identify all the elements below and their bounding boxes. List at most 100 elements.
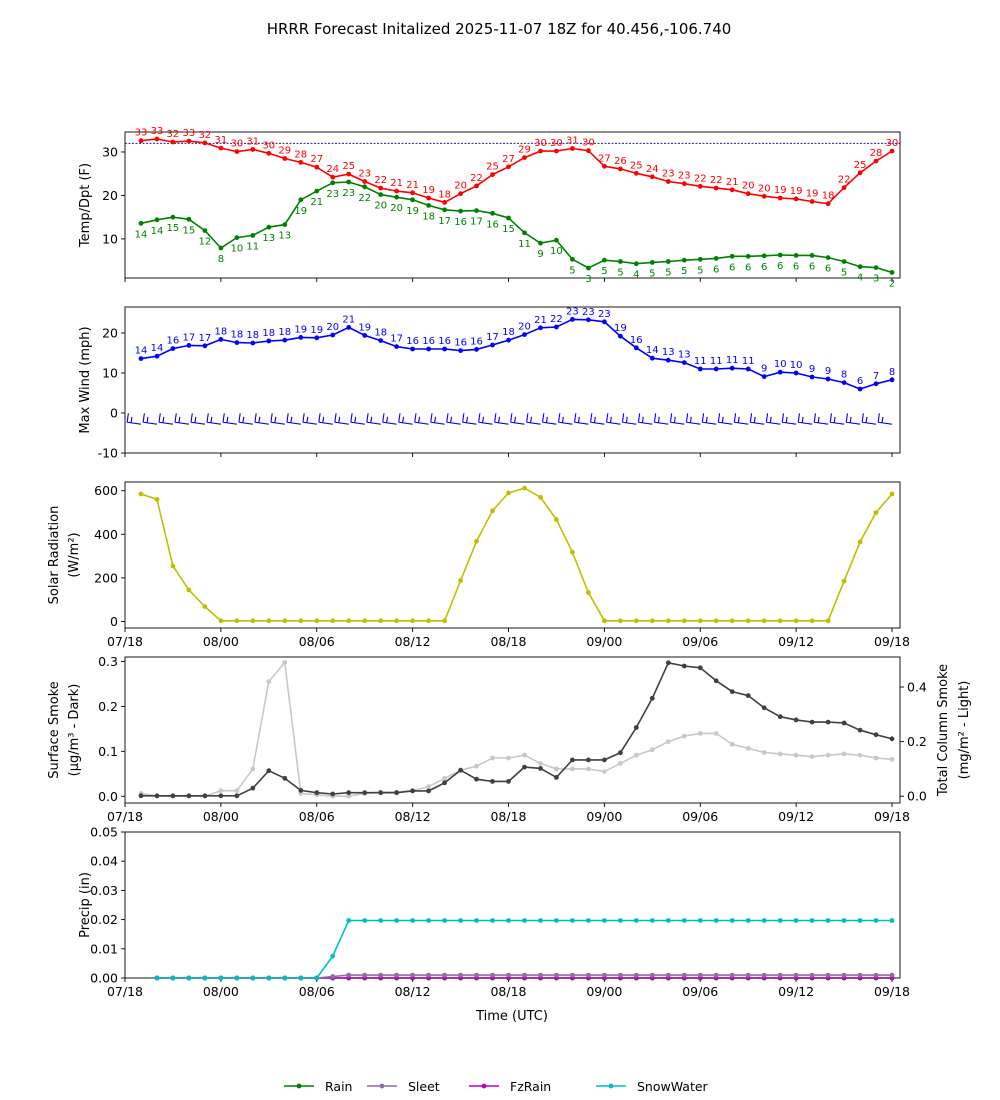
y-axis-units: (W/m²) <box>67 532 82 577</box>
data-point <box>218 337 224 342</box>
data-point <box>362 972 368 978</box>
data-point <box>857 170 863 176</box>
data-label: 27 <box>502 154 515 165</box>
data-label: 11 <box>246 241 259 252</box>
data-point <box>154 217 160 223</box>
data-point <box>186 343 192 348</box>
data-point <box>282 660 288 665</box>
data-label: 32 <box>167 129 180 140</box>
data-point <box>554 775 559 780</box>
data-point <box>793 370 799 376</box>
data-label: 9 <box>537 249 543 260</box>
data-point <box>186 587 192 593</box>
data-point <box>426 972 431 978</box>
wind-barb <box>382 413 397 425</box>
data-point <box>490 508 495 514</box>
data-point <box>793 752 799 758</box>
wind-barb <box>813 413 829 425</box>
data-point <box>649 918 655 923</box>
data-point <box>250 147 256 152</box>
data-point <box>857 264 863 270</box>
x-tick-label: 07/18 <box>107 809 143 824</box>
data-point <box>841 918 847 923</box>
x-tick-label: 09/06 <box>682 809 718 824</box>
data-label: 33 <box>151 126 164 137</box>
data-point <box>697 183 703 189</box>
y-tick-label: 20 <box>102 188 118 203</box>
data-point <box>234 340 240 345</box>
data-point <box>522 764 527 770</box>
panel-frame <box>124 656 901 804</box>
data-point <box>138 491 144 497</box>
data-point <box>266 224 272 230</box>
data-label: 22 <box>470 173 483 184</box>
data-point <box>346 790 352 796</box>
data-label: 13 <box>262 233 275 244</box>
chart-title: HRRR Forecast Initalized 2025-11-07 18Z … <box>267 20 732 38</box>
wind-barb <box>605 413 621 425</box>
data-point <box>154 136 160 142</box>
data-label: 30 <box>231 139 244 150</box>
data-point <box>697 918 703 923</box>
y-right-axis-title: Total Column Smoke <box>936 664 951 797</box>
data-label: 29 <box>518 145 531 156</box>
data-point <box>426 195 431 201</box>
wind-barb <box>158 413 173 425</box>
data-point <box>266 338 272 344</box>
data-point <box>586 918 591 923</box>
data-point <box>809 374 815 380</box>
data-label: 14 <box>646 345 659 356</box>
data-label: 10 <box>550 246 563 257</box>
data-point <box>522 752 527 758</box>
data-point <box>761 193 767 199</box>
data-point <box>633 261 639 267</box>
data-point <box>218 618 224 624</box>
y-axis-title: Solar Radiation <box>47 506 62 605</box>
data-label: 15 <box>502 224 515 235</box>
data-label: 6 <box>809 261 815 272</box>
data-point <box>378 618 384 624</box>
data-label: 5 <box>649 268 655 279</box>
x-tick-label: 08/12 <box>395 809 431 824</box>
data-point <box>618 333 623 339</box>
data-point <box>490 342 495 348</box>
data-label: 25 <box>486 162 499 173</box>
data-point <box>410 918 415 923</box>
data-point <box>857 539 863 545</box>
data-point <box>586 766 591 772</box>
wind-barb <box>749 413 765 425</box>
data-point <box>378 972 384 978</box>
data-label: 10 <box>231 244 244 255</box>
data-point <box>729 918 735 923</box>
data-point <box>186 975 192 981</box>
data-point <box>857 918 863 923</box>
data-point <box>777 369 783 375</box>
data-point <box>442 207 447 213</box>
data-point <box>697 665 703 671</box>
data-point <box>889 377 895 383</box>
data-label: 28 <box>294 149 307 160</box>
data-point <box>458 208 463 214</box>
data-point <box>442 776 447 781</box>
data-point <box>506 490 511 496</box>
data-point <box>250 618 256 624</box>
data-point <box>458 348 463 353</box>
data-point <box>841 972 847 978</box>
data-label: 5 <box>681 266 687 277</box>
x-tick-label: 07/18 <box>107 634 143 649</box>
data-point <box>873 158 879 164</box>
data-label: 18 <box>502 327 515 338</box>
data-point <box>330 953 336 959</box>
data-point <box>633 345 639 351</box>
data-point <box>442 346 447 352</box>
data-point <box>282 975 288 981</box>
data-point <box>490 918 495 923</box>
data-point <box>649 355 655 361</box>
data-label: 21 <box>310 197 323 208</box>
data-point <box>793 918 799 923</box>
data-point <box>138 220 144 226</box>
data-point <box>697 731 703 736</box>
data-label: 19 <box>790 186 803 197</box>
data-point <box>266 679 272 684</box>
data-point <box>889 491 895 497</box>
